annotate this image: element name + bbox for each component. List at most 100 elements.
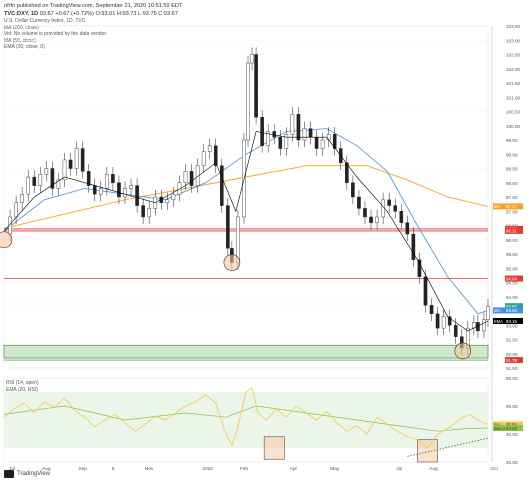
price-tick-label: 95.50	[506, 252, 518, 257]
candle-down	[272, 131, 277, 138]
rsi-tag-label: EMA (RSI)	[494, 427, 511, 431]
x-axis-label: Feb	[240, 466, 249, 472]
x-axis-label: 2020	[202, 466, 213, 472]
axis-tag-label: MA	[494, 308, 500, 313]
ohlc: O:93.01 H:93.73 L:92.75 C:93.67	[95, 11, 178, 17]
candle-up	[326, 134, 331, 141]
rsi-tag-value: 44.22	[506, 426, 518, 431]
candle-down	[308, 128, 313, 138]
publisher-line: nfrfn published on TradingView.com, Sept…	[4, 3, 183, 9]
axis-tag-value-box	[505, 303, 523, 310]
candle-up	[171, 193, 176, 201]
price-tick-label: 102.00	[506, 67, 520, 72]
candle-down	[417, 259, 422, 278]
x-axis-label: Oct	[490, 466, 498, 472]
footer: TradingView	[4, 470, 50, 478]
candle-down	[50, 168, 55, 189]
x-axis-label: Jul	[9, 466, 15, 472]
candle-down	[254, 54, 258, 118]
support-zone	[3, 344, 489, 359]
rsi-legend-1: RSI (14, open)	[6, 380, 39, 386]
candle-up	[183, 171, 188, 183]
price-tick-label: 103.50	[506, 24, 520, 29]
rsi-ema-line	[3, 405, 489, 432]
candle-down	[357, 196, 361, 209]
price-tick-label: 99.50	[506, 138, 518, 143]
x-axis-label: Apr	[290, 466, 298, 472]
price-change: +0.67 (+0.72%)	[55, 11, 94, 17]
x-axis-label: Nov	[145, 466, 154, 472]
candle-down	[369, 216, 373, 223]
rsi-tick-label: 60.00	[506, 404, 518, 409]
candle-up	[246, 62, 250, 141]
candle-up	[302, 128, 307, 141]
rsi-tag-value: 46.84	[506, 422, 518, 427]
candle-down	[117, 182, 121, 198]
ema20-line	[3, 131, 489, 332]
axis-tag-value: 93.67	[506, 304, 518, 309]
rsi-line	[3, 387, 489, 449]
candle-up	[284, 134, 289, 149]
price-tick-label: 101.50	[506, 81, 520, 86]
axis-tag-value-box	[505, 275, 523, 282]
candle-down	[189, 171, 194, 186]
candle-up	[62, 159, 67, 181]
axis-tag-value: 91.78	[506, 358, 518, 363]
candle-down	[92, 185, 97, 195]
rsi-tag-label-box	[493, 425, 505, 432]
footer-brand: TradingView	[17, 471, 51, 477]
rsi-tick-label: 80.00	[506, 376, 518, 381]
axis-tag-value: 94.64	[506, 276, 518, 281]
rsi-tag-value-box	[505, 425, 523, 432]
axis-tag-label-box	[493, 317, 505, 324]
rsi-tick-label: 40.00	[506, 432, 518, 437]
candle-down	[393, 205, 398, 212]
candle-down	[80, 148, 85, 172]
rsi-legend-2: EMA (20, RSI)	[6, 387, 38, 393]
axis-tag-label: EMA	[494, 319, 503, 324]
candle-down	[86, 171, 91, 186]
highlight-circle	[454, 342, 472, 360]
candle-up	[201, 151, 206, 166]
candle-up	[266, 131, 270, 146]
price-tick-label: 93.00	[506, 323, 518, 328]
candle-up	[44, 168, 49, 175]
axis-tag-value-box	[505, 307, 523, 314]
candle-down	[363, 208, 367, 218]
candle-up	[98, 188, 103, 195]
x-axis-label: 8	[112, 466, 115, 472]
candle-down	[423, 276, 428, 306]
price-tick-label: 102.50	[506, 53, 520, 58]
axis-tag-value-box	[505, 357, 523, 364]
candle-down	[278, 136, 283, 149]
legend-ema20: EMA (20, close, 0)	[4, 44, 45, 51]
price-tick-label: 101.00	[506, 95, 520, 100]
price-tick-label: 97.00	[506, 209, 518, 214]
candle-up	[56, 179, 61, 189]
price-tick-label: 94.50	[506, 281, 518, 286]
candle-up	[290, 114, 295, 135]
legend-vol: Vol: No volume is provided by the data v…	[4, 31, 108, 38]
rsi-band	[4, 392, 488, 448]
candle-down	[387, 199, 391, 206]
ma200-line	[3, 165, 489, 229]
candle-down	[135, 185, 139, 206]
axis-tag-label-box	[493, 307, 505, 314]
candle-up	[129, 185, 133, 189]
candle-up	[441, 316, 446, 329]
price-tick-label: 97.50	[506, 195, 518, 200]
price-tick-label: 99.00	[506, 152, 518, 157]
rsi-tag-label-box	[493, 421, 505, 428]
price-tick-label: 98.50	[506, 167, 518, 172]
x-axis-label: Aug	[429, 466, 438, 472]
candle-up	[105, 173, 109, 189]
price-tick-label: 95.00	[506, 266, 518, 271]
x-axis-label: Jul	[396, 466, 402, 472]
candle-down	[226, 205, 230, 249]
legend-ma50: MA (50, close)	[4, 37, 36, 44]
candle-down	[447, 316, 452, 326]
candle-down	[332, 134, 337, 149]
legend-title: U.S. Dollar Currency Index, 1D, TVC	[4, 18, 86, 24]
tradingview-logo-icon	[4, 470, 14, 478]
